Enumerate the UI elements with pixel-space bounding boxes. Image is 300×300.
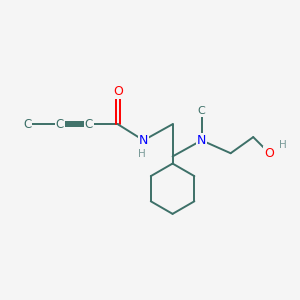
- Text: C: C: [23, 118, 32, 131]
- Text: O: O: [113, 85, 123, 98]
- Text: N: N: [197, 134, 206, 147]
- Text: C: C: [85, 118, 93, 131]
- Text: N: N: [139, 134, 148, 147]
- Text: H: H: [138, 149, 146, 159]
- Text: O: O: [264, 147, 274, 160]
- Text: C: C: [56, 118, 64, 131]
- Text: H: H: [279, 140, 287, 150]
- Text: C: C: [198, 106, 206, 116]
